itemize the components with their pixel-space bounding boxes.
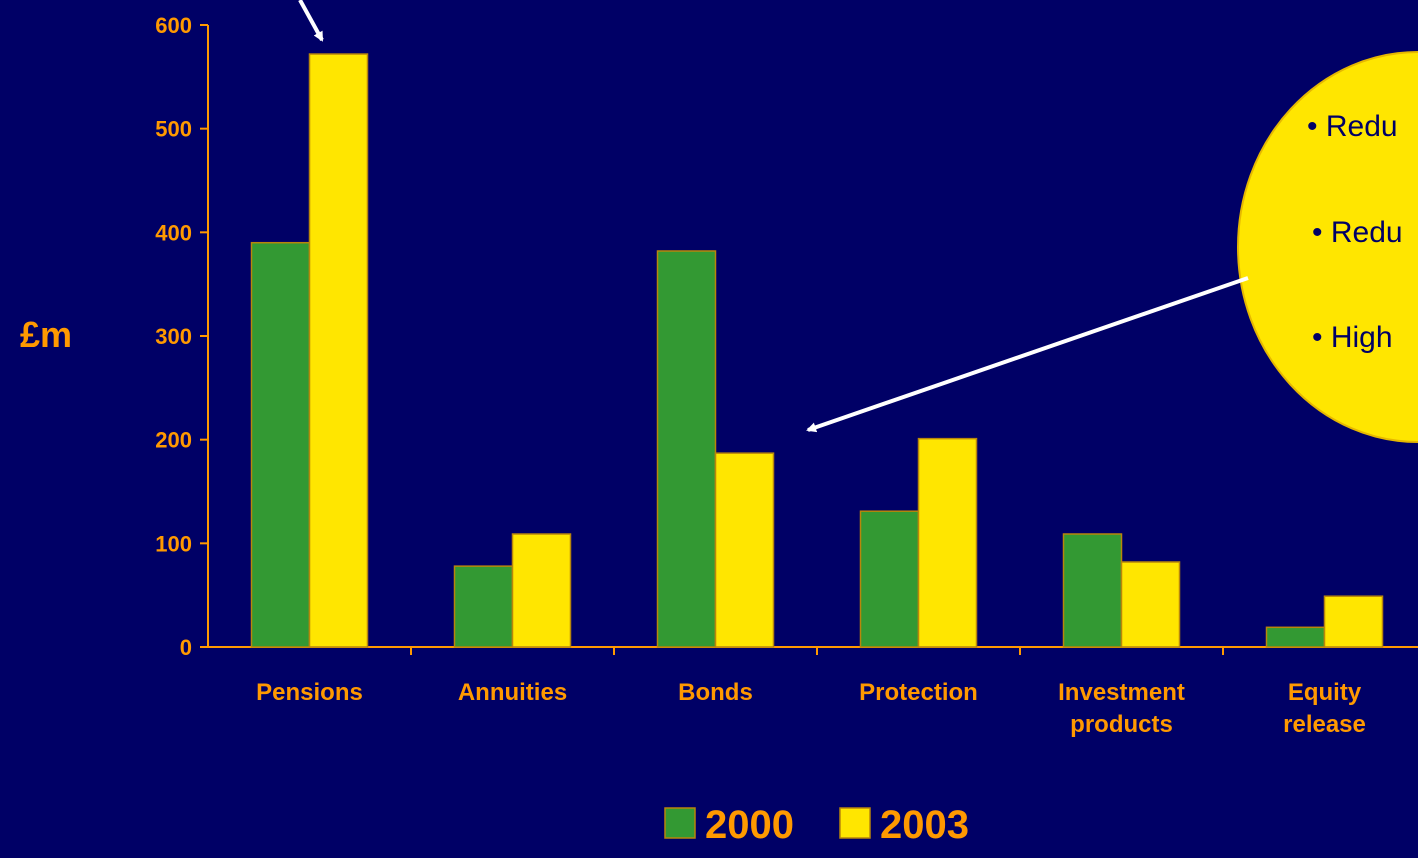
- bar-2000-investment-products: [1062, 533, 1123, 648]
- legend-swatch-2003: [839, 807, 871, 839]
- bonds-arrow: [806, 276, 1249, 433]
- bar-2000-bonds: [656, 250, 717, 648]
- y-tick-label: 300: [155, 324, 192, 349]
- y-axis-label: £m: [20, 314, 72, 355]
- legend-label-2000: 2000: [705, 803, 794, 847]
- bar-2003-annuities: [511, 533, 572, 648]
- x-tick-label: Investment products: [1058, 679, 1185, 738]
- pensions-arrow: [298, 0, 324, 42]
- x-tick-label: Annuities: [458, 679, 567, 706]
- bar-2003-bonds: [714, 452, 775, 648]
- bar-2003-investment-products: [1120, 561, 1181, 648]
- callout-bullet: • Redu: [1307, 110, 1398, 143]
- y-tick-label: 100: [155, 531, 192, 556]
- x-tick-label: Pensions: [256, 679, 363, 706]
- x-tick-label: Equity release: [1283, 679, 1366, 738]
- bar-2000-equity-release: [1265, 626, 1326, 648]
- legend-swatch-2000: [664, 807, 696, 839]
- y-tick-label: 400: [155, 220, 192, 245]
- bar-2003-equity-release: [1323, 595, 1384, 648]
- y-tick-label: 500: [155, 117, 192, 142]
- y-tick-label: 200: [155, 428, 192, 453]
- bar-2000-pensions: [250, 241, 311, 648]
- legend: 2000 2003: [664, 803, 969, 847]
- callout-bullet: • High: [1312, 321, 1393, 354]
- bars: [250, 53, 1384, 648]
- bar-2003-protection: [917, 437, 978, 648]
- bar-2000-annuities: [453, 565, 514, 648]
- y-tick-label: 0: [180, 635, 192, 660]
- callout-bullet: • Redu: [1312, 216, 1403, 249]
- x-tick-label: Bonds: [678, 679, 753, 706]
- callout-bubble: • Redu • Redu • High: [1237, 51, 1418, 443]
- bar-2000-protection: [859, 510, 920, 648]
- y-tick-label: 600: [155, 13, 192, 38]
- callout-bullets: • Redu • Redu • High: [1307, 110, 1403, 354]
- callout-ellipse: [1237, 51, 1418, 443]
- x-tick-label: Protection: [859, 679, 978, 706]
- bar-2003-pensions: [308, 53, 369, 648]
- legend-label-2003: 2003: [880, 803, 969, 847]
- axes: 0 100 200 300 400 500 600 Pensions Annuities Bond…: [155, 13, 1418, 738]
